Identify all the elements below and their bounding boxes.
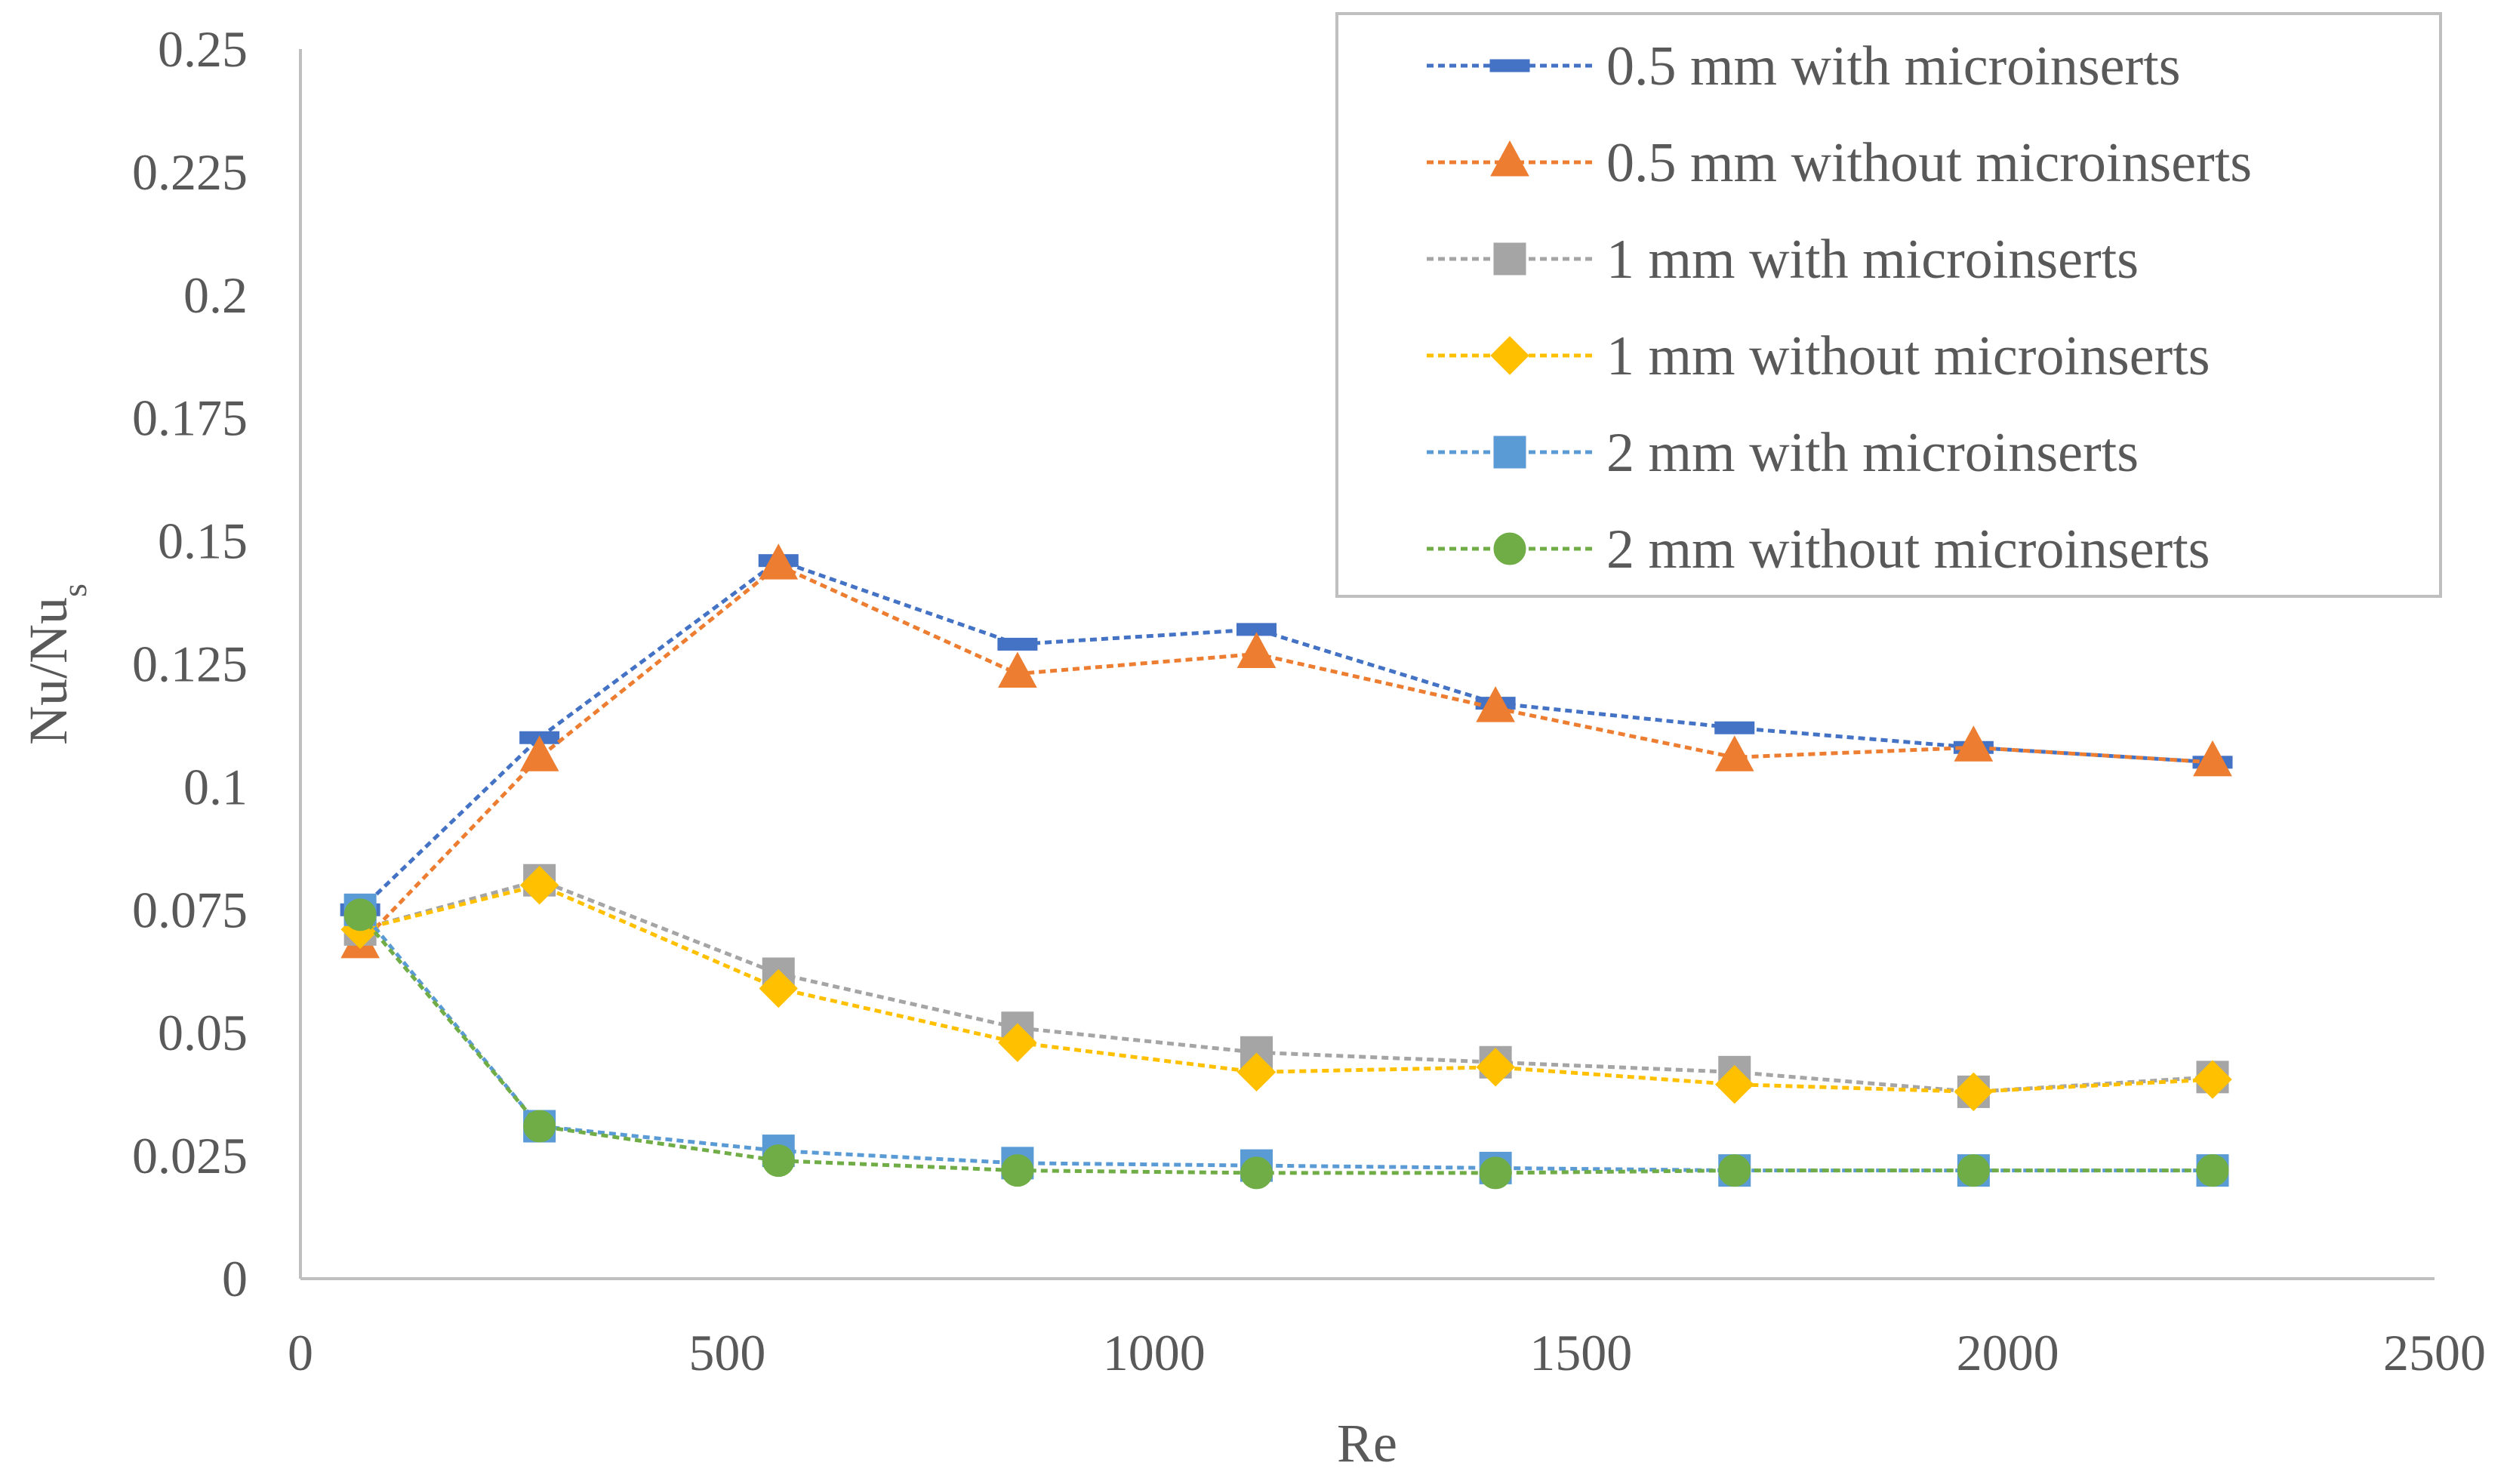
- y-tick-label: 0.1: [183, 758, 248, 815]
- data-point-diamond: [519, 866, 559, 905]
- y-tick-label: 0.05: [158, 1004, 248, 1061]
- y-tick-labels: 0 0.025 0.05 0.075 0.1 0.125 0.15 0.175 0.2 0.225…: [132, 20, 248, 1307]
- y-tick-label: 0.25: [158, 20, 248, 78]
- data-point-diamond: [1237, 1052, 1277, 1092]
- x-axis-title: Re: [1337, 1413, 1397, 1473]
- y-tick-label: 0: [222, 1250, 248, 1307]
- data-point-circle: [1493, 532, 1526, 565]
- data-point-circle: [762, 1144, 795, 1178]
- data-point-square: [1493, 436, 1526, 469]
- data-point-triangle: [1954, 725, 1994, 762]
- legend-entry: 1 mm with microinserts: [1427, 229, 2139, 291]
- data-point-triangle: [1237, 632, 1277, 668]
- x-tick-label: 0: [288, 1324, 313, 1381]
- legend-label: 1 mm without microinserts: [1606, 325, 2210, 387]
- axes: [299, 49, 2435, 1280]
- data-point-triangle: [2193, 740, 2232, 777]
- series-line: [359, 878, 2213, 1094]
- data-point-diamond: [1476, 1048, 1515, 1087]
- legend-entry: 0.5 mm without microinserts: [1427, 132, 2252, 194]
- data-point-triangle: [1490, 140, 1529, 177]
- data-point-diamond: [2193, 1060, 2232, 1099]
- x-tick-label: 1000: [1103, 1324, 1206, 1381]
- data-point-circle: [1240, 1156, 1273, 1190]
- data-point-triangle: [1476, 686, 1515, 722]
- data-point-dash: [1714, 721, 1755, 734]
- legend-entry: 1 mm without microinserts: [1427, 325, 2210, 387]
- data-point-circle: [1718, 1154, 1751, 1187]
- data-point-diamond: [998, 1023, 1037, 1062]
- data-point-triangle: [1714, 735, 1754, 771]
- legend-box: [1335, 12, 2442, 598]
- legend-label: 0.5 mm with microinserts: [1606, 35, 2181, 97]
- series-line: [359, 558, 2213, 912]
- series-6: [343, 898, 2229, 1190]
- data-point-diamond: [1490, 336, 1529, 375]
- data-point-square: [1493, 242, 1526, 276]
- y-tick-label: 0.025: [132, 1127, 248, 1184]
- y-tick-label: 0.075: [132, 881, 248, 938]
- data-point-circle: [523, 1110, 556, 1143]
- data-point-diamond: [1715, 1064, 1754, 1104]
- data-point-circle: [1479, 1156, 1512, 1190]
- y-tick-label: 0.125: [132, 636, 248, 693]
- data-point-circle: [343, 898, 377, 931]
- y-axis-title-subscript: s: [55, 583, 94, 597]
- y-tick-label: 0.225: [132, 143, 248, 201]
- legend: 0.5 mm with microinserts 0.5 mm without m…: [1335, 12, 2442, 598]
- y-tick-label: 0.2: [183, 266, 248, 324]
- data-point-diamond: [759, 968, 798, 1008]
- data-point-triangle: [519, 735, 559, 771]
- legend-entry: 0.5 mm with microinserts: [1427, 35, 2181, 97]
- data-point-circle: [1957, 1154, 1990, 1187]
- legend-label: 0.5 mm without microinserts: [1606, 132, 2252, 194]
- legend-entry: 2 mm without microinserts: [1427, 519, 2210, 580]
- y-tick-label: 0.15: [158, 513, 248, 570]
- legend-entry: 2 mm with microinserts: [1427, 422, 2139, 484]
- data-point-dash: [1489, 59, 1530, 72]
- y-axis-title-main: Nu/Nu: [18, 597, 79, 745]
- data-point-dash: [997, 637, 1038, 651]
- x-tick-label: 1500: [1529, 1324, 1632, 1381]
- x-tick-labels: 0 500 1000 1500 2000 2500: [288, 1324, 2486, 1381]
- y-axis-title: Nu/Nus: [18, 583, 94, 745]
- data-point-circle: [1001, 1154, 1034, 1187]
- x-tick-label: 500: [688, 1324, 765, 1381]
- x-tick-label: 2500: [2383, 1324, 2486, 1381]
- legend-label: 1 mm with microinserts: [1606, 229, 2139, 291]
- data-point-triangle: [759, 543, 799, 580]
- legend-label: 2 mm with microinserts: [1606, 422, 2139, 484]
- y-tick-label: 0.175: [132, 389, 248, 447]
- series-layer: [340, 543, 2233, 1190]
- legend-label: 2 mm without microinserts: [1606, 519, 2210, 580]
- data-point-diamond: [1954, 1072, 1994, 1112]
- data-point-circle: [2196, 1154, 2229, 1187]
- data-point-triangle: [998, 651, 1037, 688]
- x-tick-label: 2000: [1957, 1324, 2059, 1381]
